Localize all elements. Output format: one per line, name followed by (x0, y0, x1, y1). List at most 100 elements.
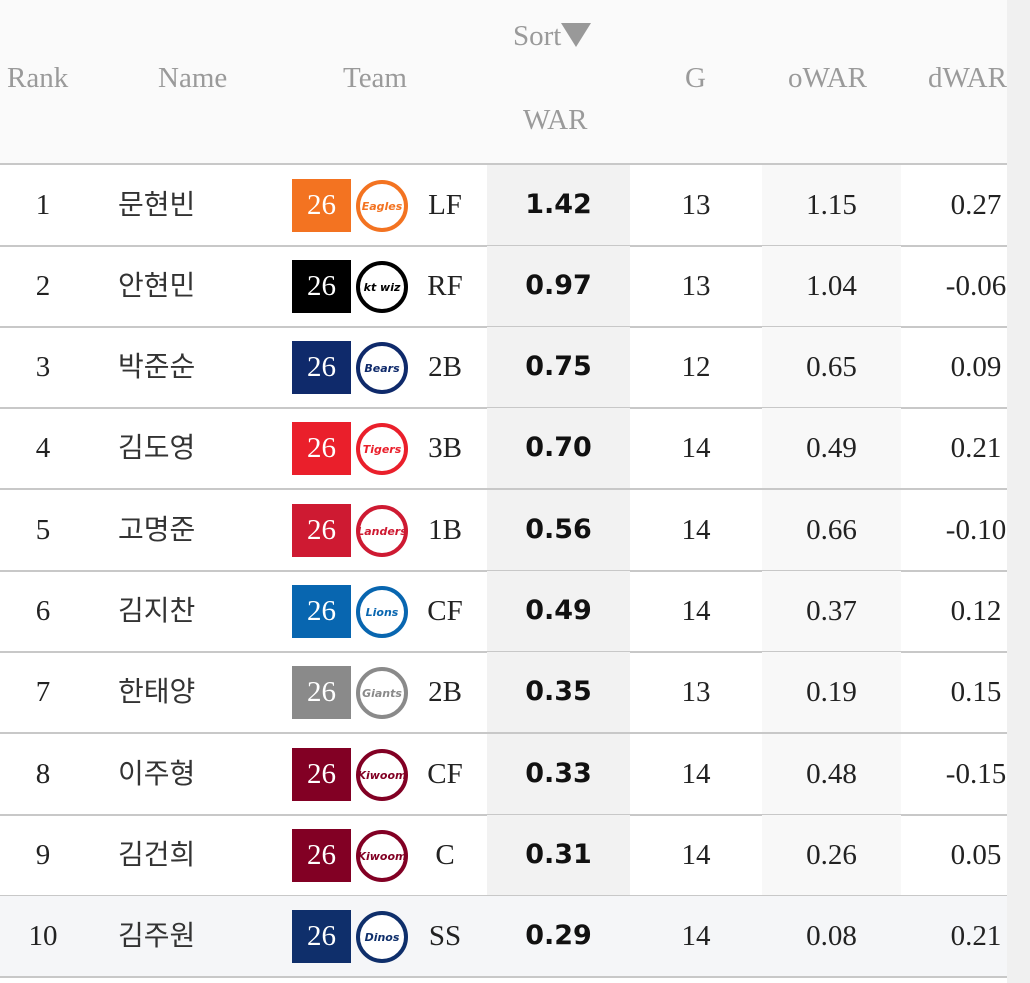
rank: 7 (35, 676, 51, 708)
table-row[interactable]: 9 김건희 26 Kiwoom C 0.31 14 0.26 0.05 (0, 815, 1007, 897)
owar-column-bg (762, 652, 901, 732)
team-logo-text: Bears (364, 362, 400, 375)
owar-column-bg (762, 734, 901, 814)
position: 2B (428, 351, 462, 383)
position: SS (428, 920, 462, 952)
header-dwar[interactable]: dWAR (928, 62, 1007, 94)
team-logo-icon: Kiwoom (356, 749, 408, 801)
team-logo-text: kt wiz (364, 281, 401, 294)
games-value: 14 (681, 758, 711, 790)
dwar-value: 0.21 (950, 920, 1002, 952)
rank: 5 (35, 514, 51, 546)
team-logo-text: Dinos (365, 931, 400, 944)
sort-button[interactable]: Sort (513, 20, 592, 53)
player-name[interactable]: 문현빈 (118, 188, 196, 221)
owar-column-bg (762, 490, 901, 570)
games-value: 12 (681, 351, 711, 383)
player-name[interactable]: 안현민 (118, 269, 196, 302)
team-logo-icon: Dinos (356, 911, 408, 963)
header-war[interactable]: WAR (523, 104, 588, 136)
player-name[interactable]: 김건희 (118, 838, 196, 871)
player-name[interactable]: 한태양 (118, 675, 196, 708)
age-badge: 26 (292, 504, 351, 557)
header-name[interactable]: Name (158, 62, 228, 94)
player-name[interactable]: 김지찬 (118, 594, 196, 627)
team-logo-icon: Lions (356, 586, 408, 638)
war-value: 0.97 (525, 270, 592, 301)
header-g[interactable]: G (685, 62, 706, 94)
age-badge: 26 (292, 585, 351, 638)
war-column-bg (487, 490, 630, 570)
owar-value: 1.15 (806, 189, 857, 221)
position: CF (427, 758, 463, 790)
dwar-value: -0.10 (945, 514, 1007, 546)
games-value: 13 (681, 676, 711, 708)
table-row[interactable]: 2 안현민 26 kt wiz RF 0.97 13 1.04 -0.06 (0, 246, 1007, 328)
table-header: Rank Name Team Sort WAR G oWAR dWAR (0, 0, 1007, 165)
war-value: 0.70 (525, 432, 592, 463)
player-name[interactable]: 고명준 (118, 513, 196, 546)
rank: 3 (35, 351, 51, 383)
owar-value: 0.65 (806, 351, 857, 383)
war-value: 0.33 (525, 758, 592, 789)
scrollbar[interactable] (1007, 0, 1030, 983)
games-value: 14 (681, 839, 711, 871)
player-name[interactable]: 김주원 (118, 919, 196, 952)
header-owar[interactable]: oWAR (788, 62, 867, 94)
war-column-bg (487, 815, 630, 895)
header-rank[interactable]: Rank (7, 62, 69, 94)
age-badge: 26 (292, 666, 351, 719)
triangle-down-icon (561, 23, 592, 47)
team-logo-text: Giants (362, 687, 402, 700)
team-logo-icon: Landers (356, 505, 408, 557)
player-name[interactable]: 김도영 (118, 431, 196, 464)
owar-value: 1.04 (806, 270, 857, 302)
table-row[interactable]: 3 박준순 26 Bears 2B 0.75 12 0.65 0.09 (0, 327, 1007, 409)
age-badge: 26 (292, 179, 351, 232)
age-badge: 26 (292, 748, 351, 801)
position: 3B (428, 432, 462, 464)
games-value: 13 (681, 189, 711, 221)
war-value: 0.29 (525, 920, 592, 951)
owar-value: 0.49 (806, 432, 857, 464)
rank: 1 (35, 189, 51, 221)
table-row[interactable]: 6 김지찬 26 Lions CF 0.49 14 0.37 0.12 (0, 571, 1007, 653)
team-logo-text: Lions (366, 606, 399, 619)
team-logo-icon: Eagles (356, 180, 408, 232)
team-logo-text: Tigers (363, 443, 402, 456)
team-logo-text: Eagles (362, 200, 403, 213)
position: LF (428, 189, 462, 221)
dwar-value: 0.09 (950, 351, 1002, 383)
war-column-bg (487, 571, 630, 651)
player-name[interactable]: 박준순 (118, 350, 196, 383)
rank: 4 (35, 432, 51, 464)
table-row[interactable]: 10 김주원 26 Dinos SS 0.29 14 0.08 0.21 (0, 896, 1007, 978)
position: RF (427, 270, 463, 302)
age-badge: 26 (292, 422, 351, 475)
dwar-value: 0.21 (950, 432, 1002, 464)
table-row[interactable]: 4 김도영 26 Tigers 3B 0.70 14 0.49 0.21 (0, 408, 1007, 490)
table-row[interactable]: 5 고명준 26 Landers 1B 0.56 14 0.66 -0.10 (0, 490, 1007, 572)
player-name[interactable]: 이주형 (118, 757, 196, 790)
rank: 10 (28, 920, 58, 952)
war-value: 0.35 (525, 676, 592, 707)
table-row[interactable]: 8 이주형 26 Kiwoom CF 0.33 14 0.48 -0.15 (0, 734, 1007, 816)
war-column-bg (487, 734, 630, 814)
owar-column-bg (762, 815, 901, 895)
position: 2B (428, 676, 462, 708)
age-badge: 26 (292, 829, 351, 882)
war-column-bg (487, 246, 630, 326)
dwar-value: 0.15 (950, 676, 1002, 708)
rank: 2 (35, 270, 51, 302)
table-row[interactable]: 7 한태양 26 Giants 2B 0.35 13 0.19 0.15 (0, 652, 1007, 734)
rank: 8 (35, 758, 51, 790)
age-badge: 26 (292, 341, 351, 394)
dwar-value: -0.06 (945, 270, 1007, 302)
header-team[interactable]: Team (343, 62, 407, 94)
war-value: 1.42 (525, 189, 592, 220)
owar-value: 0.19 (806, 676, 857, 708)
games-value: 14 (681, 432, 711, 464)
owar-value: 0.37 (806, 595, 857, 627)
table-row[interactable]: 1 문현빈 26 Eagles LF 1.42 13 1.15 0.27 (0, 165, 1007, 247)
games-value: 13 (681, 270, 711, 302)
